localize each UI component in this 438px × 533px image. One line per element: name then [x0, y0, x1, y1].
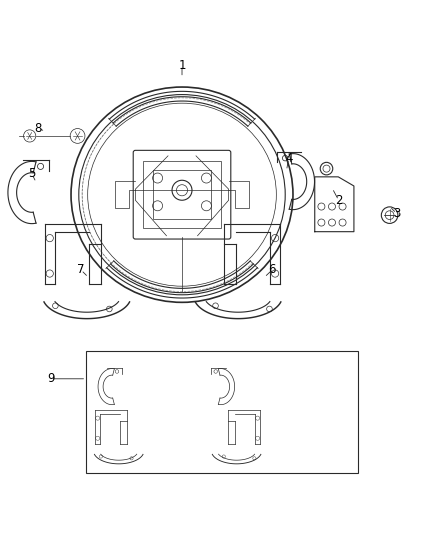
- Text: 2: 2: [335, 194, 343, 207]
- Text: 9: 9: [47, 372, 54, 385]
- Text: 6: 6: [268, 263, 276, 277]
- Bar: [143, 161, 221, 228]
- Text: 5: 5: [28, 167, 35, 180]
- Text: 8: 8: [35, 122, 42, 135]
- Text: 1: 1: [178, 59, 186, 72]
- Text: 7: 7: [77, 263, 85, 277]
- Bar: [86, 351, 358, 473]
- Text: 3: 3: [393, 207, 400, 220]
- Text: 4: 4: [285, 152, 293, 165]
- Bar: [153, 170, 211, 219]
